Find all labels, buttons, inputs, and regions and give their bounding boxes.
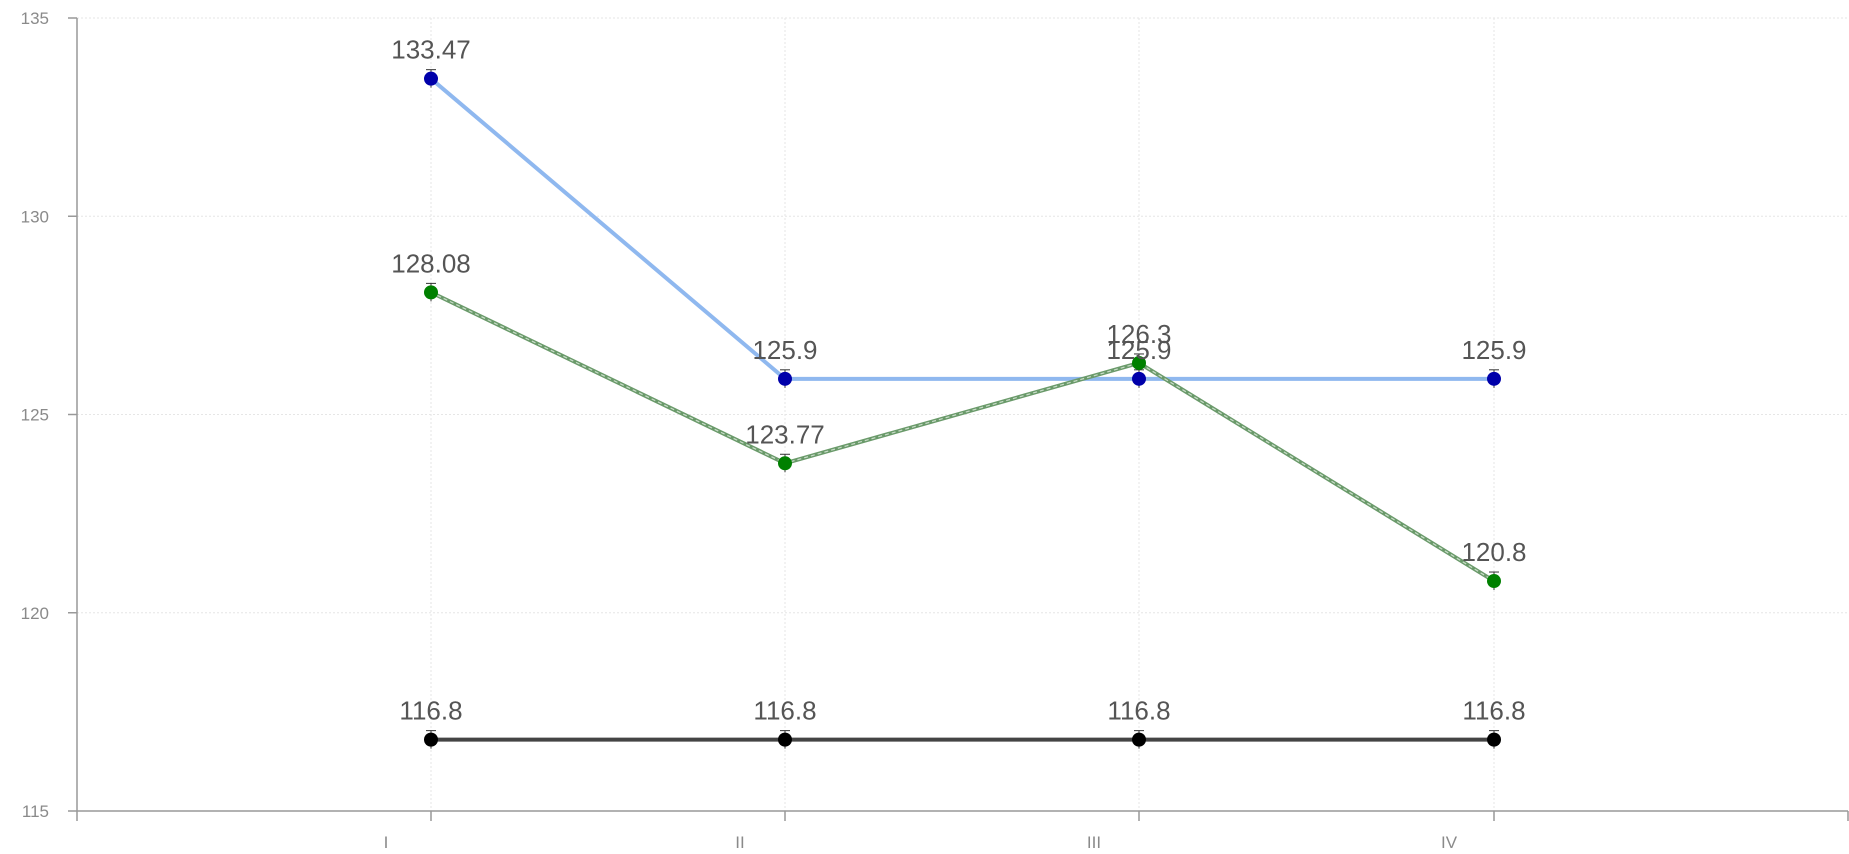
data-label: 128.08 xyxy=(391,248,471,278)
data-label: 125.9 xyxy=(1461,335,1526,365)
series-1-point xyxy=(778,371,792,386)
x-tick-label: IV xyxy=(1441,833,1458,852)
series-line-1 xyxy=(429,77,1494,381)
data-label: 125.9 xyxy=(1106,335,1171,365)
y-tick-label: 130 xyxy=(21,207,49,226)
x-tick-label: II xyxy=(735,833,744,852)
series-3-point xyxy=(424,732,438,747)
series-1-point xyxy=(1132,371,1146,386)
series-2-point xyxy=(424,285,438,300)
y-axis-ticks: 115 120 125 130 135 xyxy=(21,9,77,821)
data-label: 120.8 xyxy=(1461,537,1526,567)
series-1-point xyxy=(1487,371,1501,386)
y-tick-label: 120 xyxy=(21,604,49,623)
series-1-point xyxy=(424,71,438,86)
data-label: 116.8 xyxy=(1107,696,1170,726)
series-group xyxy=(424,69,1501,749)
y-tick-label: 115 xyxy=(22,802,49,821)
y-tick-label: 135 xyxy=(21,9,49,28)
x-axis-ticks: I II III IV xyxy=(76,811,1849,852)
series-line-2 xyxy=(430,290,1496,583)
data-label: 116.8 xyxy=(399,696,462,726)
series-2-point xyxy=(1132,355,1146,370)
series-2-point xyxy=(1487,574,1501,589)
y-tick-label: 125 xyxy=(21,406,49,425)
x-tick-label: III xyxy=(1087,833,1101,852)
data-labels: 133.47 125.9 125.9 125.9 128.08 123.77 126.3 12… xyxy=(391,35,1526,726)
data-label: 133.47 xyxy=(391,35,471,65)
data-label: 123.77 xyxy=(745,419,825,449)
data-label: 116.8 xyxy=(753,696,816,726)
series-3-point xyxy=(1132,732,1146,747)
data-label: 126.3 xyxy=(1106,319,1171,349)
data-label: 116.8 xyxy=(1462,696,1525,726)
series-2-point xyxy=(778,456,792,471)
x-tick-label: I xyxy=(384,833,389,852)
series-3-point xyxy=(1487,732,1501,747)
data-label: 125.9 xyxy=(752,335,817,365)
series-3-point xyxy=(778,732,792,747)
series-line-dash-2 xyxy=(430,291,1495,582)
